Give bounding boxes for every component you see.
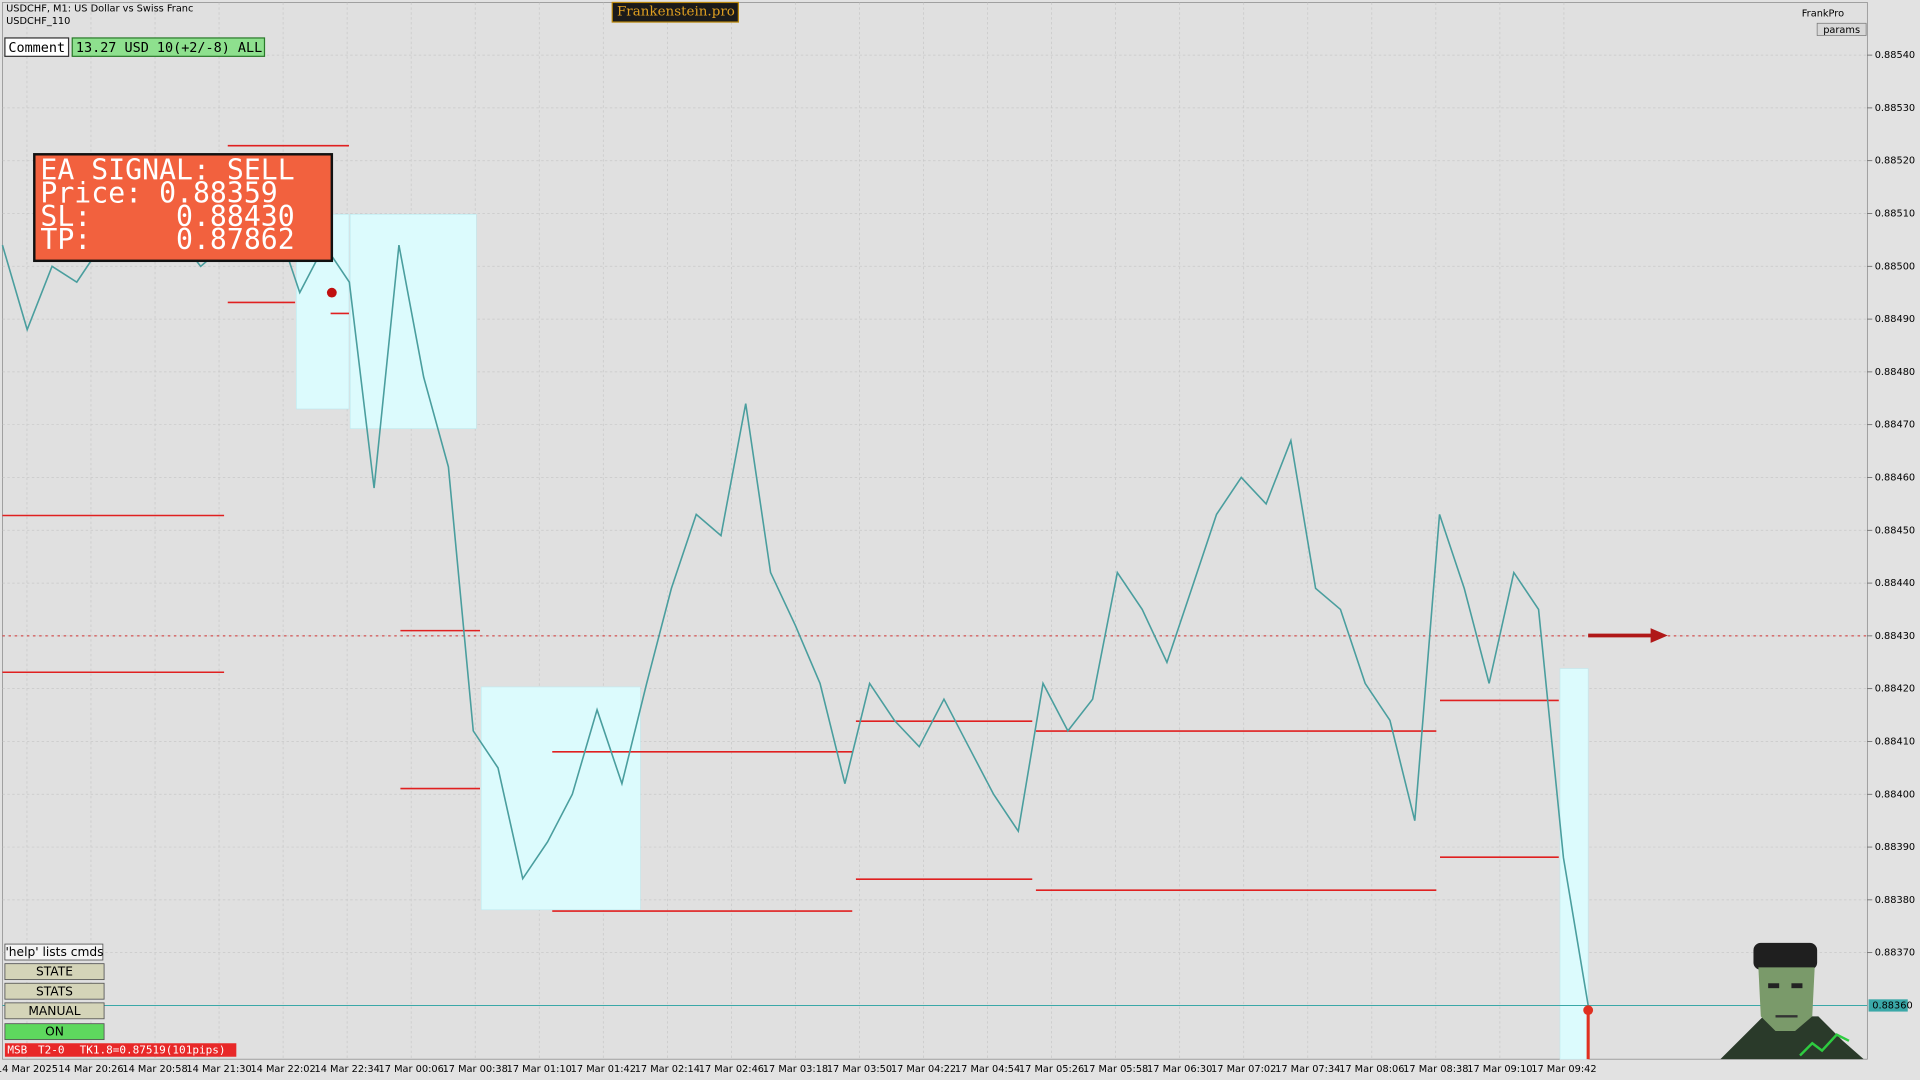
- button[interactable]: [4, 1023, 105, 1041]
- sell-marker: [326, 287, 337, 298]
- price-tick-label: 0.88490: [1875, 314, 1915, 325]
- price-tick-label: 0.88420: [1875, 684, 1915, 695]
- time-tick-label: 17 Mar 05:58: [1083, 1064, 1148, 1075]
- time-tick-label: 17 Mar 03:50: [827, 1064, 892, 1075]
- time-tick-label: 14 Mar 2025: [0, 1064, 58, 1075]
- time-tick-label: 17 Mar 02:46: [699, 1064, 764, 1075]
- button-label[interactable]: STATE: [36, 965, 73, 979]
- price-tick-label: 0.88430: [1875, 631, 1915, 642]
- time-tick-label: 17 Mar 00:06: [379, 1064, 444, 1075]
- status-bar: MSB T2-0 TK1.8=0.87519(101pips): [4, 1043, 237, 1057]
- mascot: [1720, 942, 1864, 1060]
- price-tick-label: 0.88530: [1875, 103, 1915, 114]
- signal-line: TP: 0.87862: [40, 223, 294, 256]
- time-tick-label: 17 Mar 08:06: [1339, 1064, 1404, 1075]
- time-tick-label: 14 Mar 20:26: [58, 1064, 123, 1075]
- current-price-box: [1868, 999, 1908, 1012]
- time-tick-label: 17 Mar 02:14: [635, 1064, 700, 1075]
- signal-box: [33, 153, 334, 263]
- signal-line: EA SIGNAL: SELL: [40, 153, 294, 186]
- time-tick-label: 17 Mar 07:34: [1275, 1064, 1340, 1075]
- button-panel: 'help' lists cmds STATE STATS MANUAL ON: [4, 943, 105, 1041]
- price-tick-label: 0.88540: [1875, 50, 1915, 61]
- button[interactable]: [4, 963, 105, 981]
- time-tick-label: 14 Mar 20:58: [122, 1064, 187, 1075]
- params-button[interactable]: [1816, 22, 1867, 36]
- comment-value: 13.27 USD 10(+2/-8) ALL: [76, 41, 262, 56]
- time-tick-label: 14 Mar 22:34: [314, 1064, 379, 1075]
- time-tick-label: 14 Mar 21:30: [186, 1064, 251, 1075]
- time-tick-label: 17 Mar 00:38: [443, 1064, 508, 1075]
- button-label[interactable]: 'help' lists cmds: [5, 945, 103, 959]
- price-tick-label: 0.88390: [1875, 842, 1915, 853]
- time-tick-label: 17 Mar 01:42: [571, 1064, 636, 1075]
- button[interactable]: [4, 1002, 105, 1020]
- price-tick-label: 0.88370: [1875, 948, 1915, 959]
- price-tick-label: 0.88460: [1875, 472, 1915, 483]
- signal-line: Price: 0.88359: [40, 177, 277, 210]
- price-tick-label: 0.88380: [1875, 895, 1915, 906]
- price-tick-label: 0.88470: [1875, 420, 1915, 431]
- time-tick-label: 17 Mar 08:38: [1403, 1064, 1468, 1075]
- time-tick-label: 17 Mar 06:30: [1147, 1064, 1212, 1075]
- time-tick-label: 17 Mar 01:10: [507, 1064, 572, 1075]
- comment-label-box: [4, 37, 70, 57]
- price-tick-label: 0.88520: [1875, 156, 1915, 167]
- time-tick-label: 17 Mar 09:10: [1467, 1064, 1532, 1075]
- current-price-label: 0.88360: [1872, 1000, 1912, 1011]
- comment-value-box: [71, 37, 266, 57]
- time-tick-label: 17 Mar 09:42: [1531, 1064, 1596, 1075]
- status-text: T2-0: [38, 1044, 65, 1057]
- button-label[interactable]: ON: [45, 1025, 64, 1039]
- price-tick-label: 0.88500: [1875, 261, 1915, 272]
- corner-label: FrankPro: [1802, 8, 1844, 19]
- time-tick-label: 17 Mar 07:02: [1211, 1064, 1276, 1075]
- symbol-title: USDCHF, M1: US Dollar vs Swiss Franc: [6, 4, 193, 15]
- price-tick-label: 0.88440: [1875, 578, 1915, 589]
- params-label[interactable]: params: [1823, 25, 1860, 36]
- status-text: TK1.8=0.87519(101pips): [80, 1044, 226, 1057]
- zones: [296, 213, 1589, 1060]
- signal-line: SL: 0.88430: [40, 200, 294, 233]
- price-tick-label: 0.88450: [1875, 525, 1915, 536]
- price-tick-label: 0.88480: [1875, 367, 1915, 378]
- button[interactable]: [4, 943, 104, 961]
- time-tick-label: 17 Mar 04:22: [891, 1064, 956, 1075]
- button-label[interactable]: STATS: [36, 984, 73, 998]
- signal-arrow: [326, 287, 1668, 1060]
- status-box: [4, 1043, 237, 1057]
- button-label[interactable]: MANUAL: [28, 1004, 80, 1018]
- zone: [480, 686, 641, 911]
- comment-label: Comment: [8, 41, 65, 56]
- account-label: USDCHF_110: [6, 16, 70, 27]
- brand-badge: [611, 1, 739, 23]
- time-tick-label: 17 Mar 04:54: [955, 1064, 1020, 1075]
- button[interactable]: [4, 982, 105, 1000]
- price-tick-label: 0.88510: [1875, 208, 1915, 219]
- price-tick-label: 0.88410: [1875, 736, 1915, 747]
- time-tick-label: 17 Mar 03:18: [763, 1064, 828, 1075]
- levels: [2, 144, 1559, 912]
- price-tick-label: 0.88400: [1875, 789, 1915, 800]
- brand: Frankenstein.pro: [617, 5, 735, 20]
- time-tick-label: 14 Mar 22:02: [250, 1064, 315, 1075]
- time-tick-label: 17 Mar 05:26: [1019, 1064, 1084, 1075]
- status-text: MSB: [7, 1044, 27, 1057]
